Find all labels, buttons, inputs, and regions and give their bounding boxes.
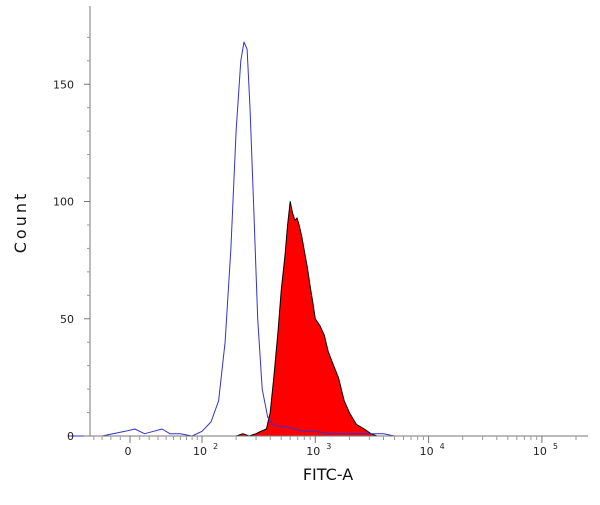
y-tick-label: 50 <box>60 313 74 326</box>
y-tick-label: 0 <box>67 430 74 443</box>
plot-area <box>67 41 576 437</box>
histogram-series-filled <box>235 201 378 437</box>
x-axis-title: FITC-A <box>303 465 353 484</box>
x-tick-label: 10 <box>193 445 207 458</box>
x-tick-exponent: 2 <box>213 442 218 451</box>
x-tick-label: 10 <box>420 445 434 458</box>
ticks: 0 50 100 150 0 10 2 10 3 10 4 10 5 <box>53 36 577 458</box>
y-axis-title: Count <box>11 191 30 254</box>
x-tick-label: 10 <box>533 445 547 458</box>
y-tick-label: 150 <box>53 78 74 91</box>
histogram-series-outline <box>67 41 576 437</box>
x-tick-exponent: 5 <box>553 442 558 451</box>
y-tick-label: 100 <box>53 196 74 209</box>
x-tick-exponent: 3 <box>326 442 331 451</box>
axes <box>89 6 588 437</box>
x-tick-exponent: 4 <box>440 442 445 451</box>
x-tick-label: 10 <box>306 445 320 458</box>
x-tick-label: 0 <box>125 445 132 458</box>
